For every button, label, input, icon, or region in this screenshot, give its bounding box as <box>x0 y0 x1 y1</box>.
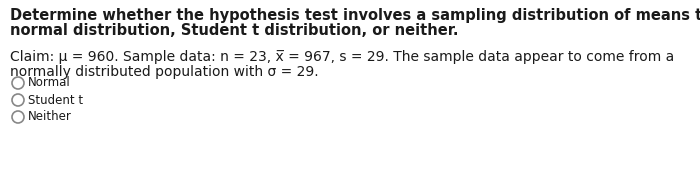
Text: normally distributed population with σ = 29.: normally distributed population with σ =… <box>10 65 318 79</box>
Text: Student t: Student t <box>28 93 83 107</box>
Text: Normal: Normal <box>28 76 71 90</box>
Text: Determine whether the hypothesis test involves a sampling distribution of means : Determine whether the hypothesis test in… <box>10 8 700 23</box>
Text: Claim: μ = 960. Sample data: n = 23, x̅ = 967, s = 29. The sample data appear to: Claim: μ = 960. Sample data: n = 23, x̅ … <box>10 50 674 64</box>
Text: Neither: Neither <box>28 111 72 124</box>
Text: normal distribution, Student t distribution, or neither.: normal distribution, Student t distribut… <box>10 23 458 38</box>
